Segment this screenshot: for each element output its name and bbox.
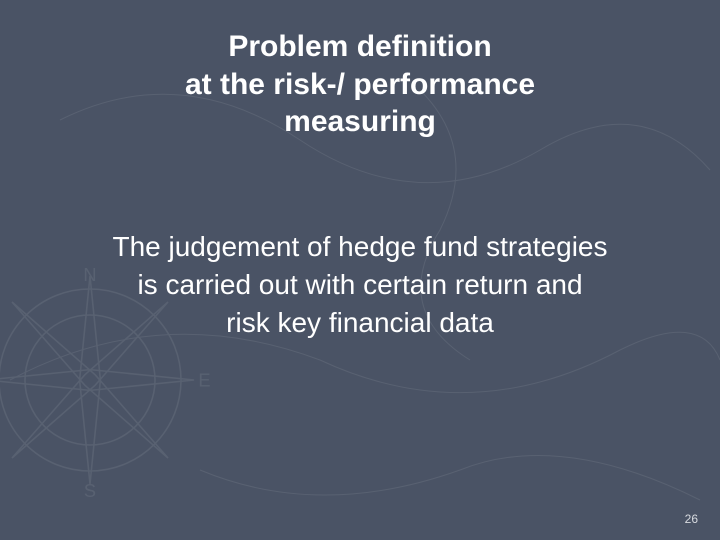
page-number: 26 xyxy=(685,512,698,526)
svg-text:E: E xyxy=(198,371,210,391)
body-line: risk key financial data xyxy=(226,307,494,338)
body-line: The judgement of hedge fund strategies xyxy=(112,231,607,262)
slide-body: The judgement of hedge fund strategies i… xyxy=(0,228,720,341)
slide: N S W E Problem definition at the risk-/… xyxy=(0,0,720,540)
title-line: at the risk-/ performance xyxy=(185,68,535,101)
title-line: Problem definition xyxy=(228,30,491,63)
title-line: measuring xyxy=(284,105,436,138)
slide-title: Problem definition at the risk-/ perform… xyxy=(0,28,720,141)
svg-text:S: S xyxy=(84,481,96,501)
body-line: is carried out with certain return and xyxy=(137,269,582,300)
